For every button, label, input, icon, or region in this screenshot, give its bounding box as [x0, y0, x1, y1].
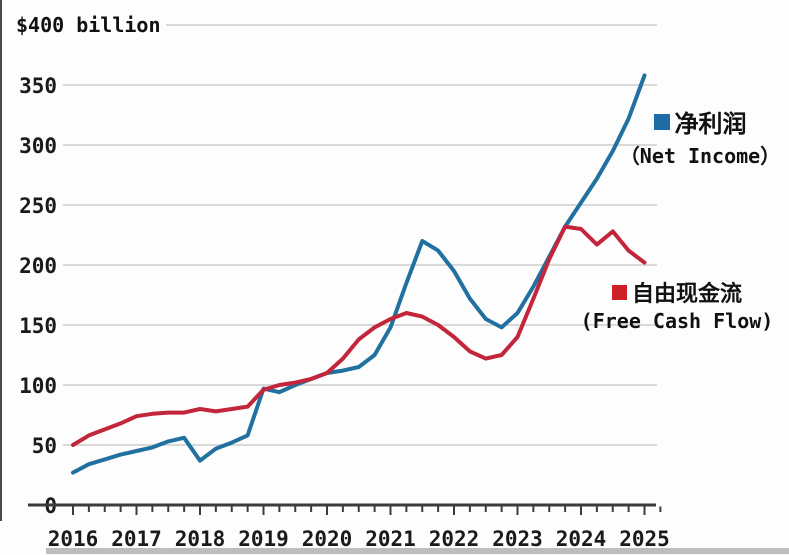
free-cash-flow-line: [71, 224, 647, 447]
y-tick-label: 100: [19, 374, 57, 398]
free-cash-flow-label-zh: 自由现金流: [631, 282, 742, 307]
y-tick-label: 250: [19, 194, 57, 218]
x-year-label: 2018: [175, 527, 226, 551]
x-year-label: 2020: [302, 527, 353, 551]
legend-net-income: 净利润 （Net Income）: [605, 104, 789, 169]
free-cash-flow-label-en: (Free Cash Flow): [580, 309, 774, 333]
legend-free-cash-flow: 自由现金流 (Free Cash Flow): [563, 276, 789, 333]
scan-edge-left: [0, 0, 2, 521]
scan-edge-bottom: [46, 548, 789, 554]
y-tick-label: 200: [19, 254, 57, 278]
x-year-label: 2024: [556, 527, 607, 551]
x-year-label: 2023: [492, 527, 543, 551]
y-tick-label: 150: [19, 314, 57, 338]
y-tick-label: 350: [19, 74, 57, 98]
x-year-label: 2019: [238, 527, 289, 551]
net-income-legend-swatch-icon: [653, 113, 670, 130]
x-year-label: 2025: [619, 527, 670, 551]
net-income-label-zh: 净利润: [674, 110, 747, 138]
y-tick-label: 300: [19, 134, 57, 158]
x-year-label: 2016: [48, 527, 99, 551]
x-year-label: 2021: [365, 527, 416, 551]
y-tick-label: 50: [32, 434, 57, 458]
net-income-label-en: （Net Income）: [619, 144, 781, 168]
x-year-label: 2017: [111, 527, 162, 551]
chart-title: $400 billion: [16, 13, 161, 37]
free-cash-flow-legend-swatch-icon: [611, 284, 627, 300]
x-year-label: 2022: [429, 527, 480, 551]
